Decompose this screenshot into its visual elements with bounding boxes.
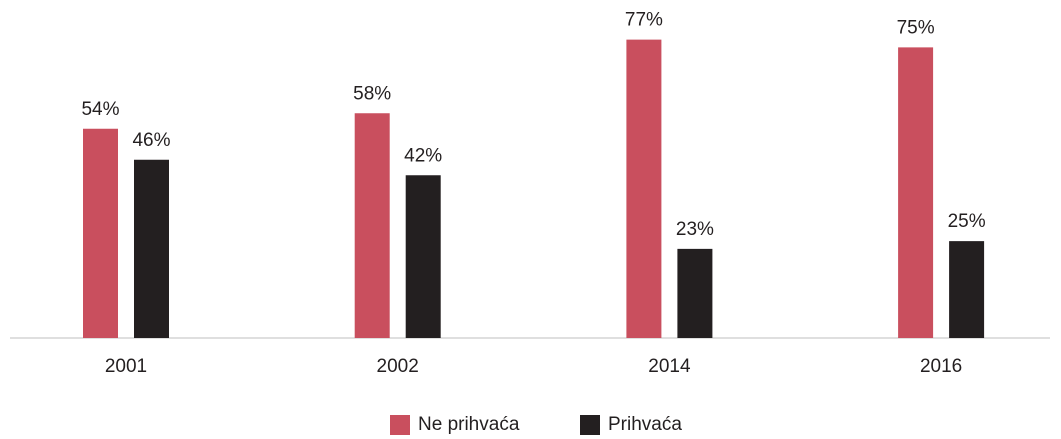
- x-tick-label: 2014: [648, 356, 691, 377]
- bar: [898, 47, 934, 338]
- value-label: 54%: [81, 99, 119, 120]
- bar: [626, 39, 662, 338]
- value-label: 58%: [353, 83, 391, 104]
- legend-swatch: [580, 415, 600, 435]
- bar: [354, 113, 390, 338]
- bar: [677, 248, 713, 338]
- value-label: 75%: [897, 17, 935, 38]
- value-label: 77%: [625, 10, 663, 31]
- value-label: 23%: [676, 219, 714, 240]
- bar: [405, 175, 441, 338]
- legend-swatch: [390, 415, 410, 435]
- bar: [83, 128, 118, 338]
- legend-label: Ne prihvaća: [418, 414, 520, 435]
- value-label: 25%: [948, 211, 986, 232]
- value-label: 42%: [404, 145, 442, 166]
- legend-label: Prihvaća: [608, 414, 682, 435]
- bar: [134, 159, 169, 338]
- x-tick-label: 2002: [377, 356, 419, 377]
- value-label: 46%: [132, 130, 170, 151]
- x-tick-label: 2016: [920, 356, 962, 377]
- x-tick-label: 2001: [105, 356, 147, 377]
- bar: [949, 241, 985, 338]
